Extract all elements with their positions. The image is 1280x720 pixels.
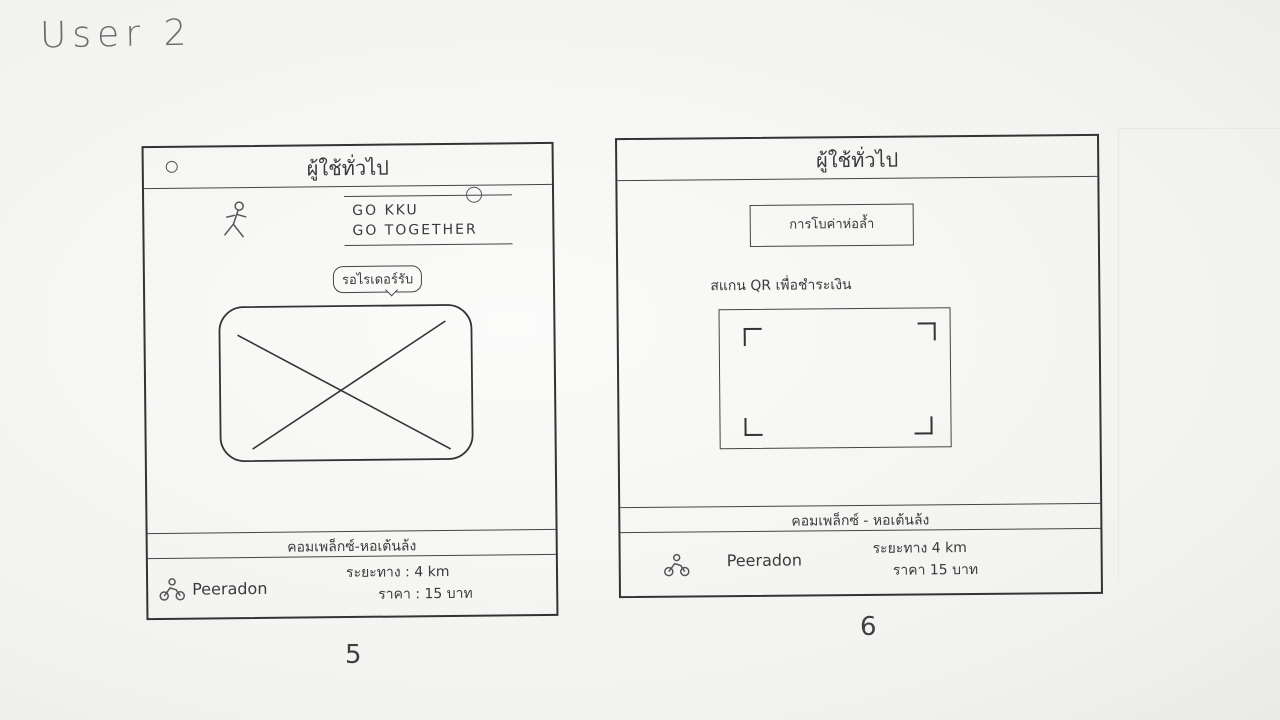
speech-bubble: รอไรเดอร์รับ <box>332 265 423 294</box>
scanner-corner-bottom-right <box>914 416 933 435</box>
screen-title: ผู้ใช้ทั่วไป <box>306 155 390 181</box>
trip-distance: ระยะทาง 4 km <box>872 540 967 557</box>
scanner-corner-top-left <box>743 327 762 347</box>
document-title: User 2 <box>39 12 193 57</box>
runner-icon <box>223 201 247 238</box>
scan-caption: สแกน QR เพื่อชำระเงิน <box>710 277 852 295</box>
scanner-corner-bottom-left <box>744 417 763 437</box>
adjacent-sheet-outline <box>1118 128 1280 581</box>
motorbike-icon <box>664 553 690 577</box>
qr-scanner-frame[interactable] <box>718 307 952 450</box>
page-number-five: 5 <box>345 640 362 670</box>
screen-title: ผู้ใช้ทั่วไป <box>815 147 899 173</box>
trip-summary: คอมเพล็กซ์ - หอเต้นล้ง Peeradon ระยะทาง … <box>620 502 1101 597</box>
app-name-line-two: GO TOGETHER <box>352 221 478 239</box>
screen-header: ผู้ใช้ทั่วไป <box>617 135 1098 182</box>
rider-name: Peeradon <box>726 550 803 571</box>
mobile-screen-six: ผู้ใช้ทั่วไป การโบค่าห่อล้ำ สแกน QR เพื่… <box>615 133 1103 599</box>
scanner-corner-top-right <box>917 322 936 341</box>
motorbike-icon <box>159 578 185 601</box>
app-name: GO KKU GO TOGETHER <box>344 194 513 247</box>
screen-header: ผู้ใช้ทั่วไป <box>143 143 552 190</box>
rider-name: Peeradon <box>192 578 268 599</box>
page-number-six: 6 <box>860 612 877 642</box>
trip-price: ราคา 15 บาท <box>892 561 979 579</box>
app-name-line-one: GO KKU <box>352 202 419 219</box>
trip-summary: คอมเพล็กซ์-หอเต้นล้ง Peeradon ระยะทาง : … <box>147 528 557 619</box>
mobile-screen-five: ผู้ใช้ทั่วไป GO KKU GO TOGETHER รอไรเดอร… <box>141 141 559 621</box>
clock-icon[interactable] <box>465 186 483 203</box>
image-placeholder <box>218 304 474 463</box>
trip-distance: ระยะทาง : 4 km <box>345 563 450 582</box>
tracking-button[interactable]: การโบค่าห่อล้ำ <box>749 203 914 247</box>
trip-price: ราคา : 15 บาท <box>378 585 473 603</box>
